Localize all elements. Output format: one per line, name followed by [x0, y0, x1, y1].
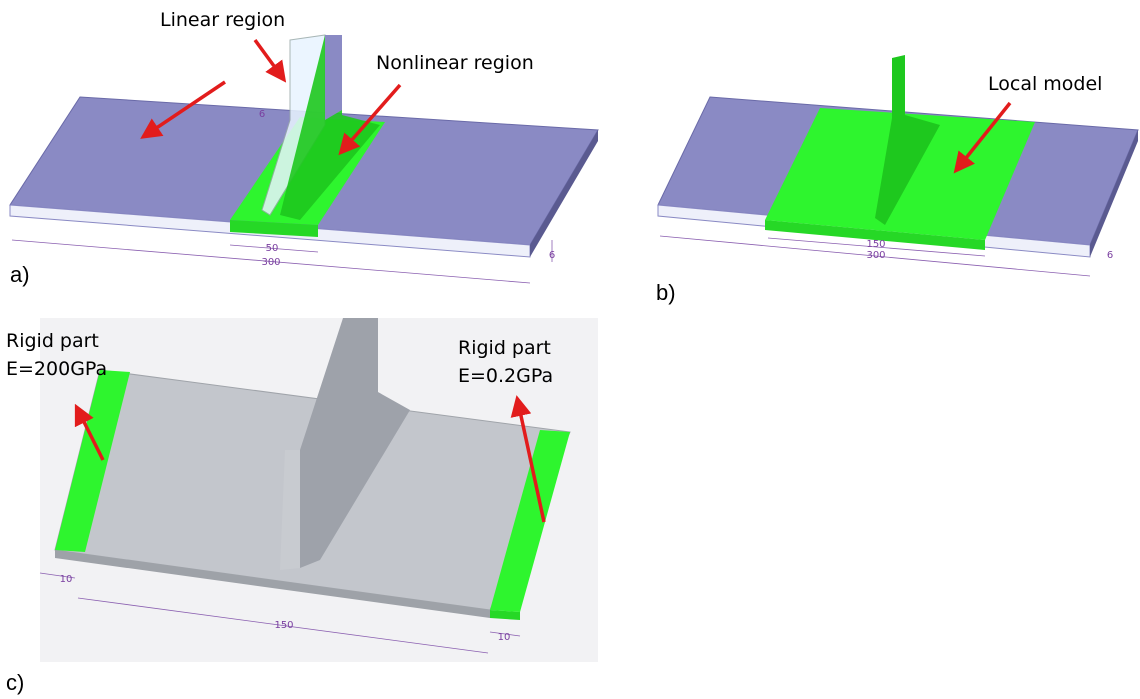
web-face [280, 450, 300, 570]
dimension: 10 [60, 574, 73, 585]
web [875, 55, 940, 225]
annotation: Linear region [160, 9, 285, 31]
arrow [953, 101, 1012, 174]
dimension: 6 [259, 109, 265, 120]
web [300, 318, 410, 568]
plate-side [1090, 130, 1138, 257]
dimension-line [767, 237, 986, 257]
dimension-line [77, 597, 489, 654]
annotation: Rigid part [458, 337, 551, 359]
dimension: 150 [866, 239, 885, 250]
dimension: 6 [549, 250, 555, 261]
annotation: Rigid part [6, 330, 99, 352]
plate-front [55, 550, 490, 618]
web-nonlinear [280, 35, 380, 220]
dimension-line [229, 244, 319, 253]
dimension-line [11, 239, 531, 284]
panel-label: c) [6, 670, 24, 695]
dimension: 300 [261, 257, 280, 268]
annotation: E=200GPa [6, 358, 107, 380]
dimension: 10 [498, 632, 511, 643]
panel-b: 150 300 6 Local model b) [656, 55, 1139, 305]
rigid-part-right [490, 430, 570, 612]
web-top [325, 35, 342, 120]
annotation: E=0.2GPa [458, 365, 553, 387]
dimension-line [489, 631, 521, 637]
arrow [338, 83, 402, 156]
annotation: Nonlinear region [376, 52, 534, 74]
annotation: Local model [988, 73, 1102, 95]
dimension: 50 [266, 243, 279, 254]
dimension: 6 [1107, 250, 1113, 261]
panel-label: b) [656, 280, 676, 305]
dimension-line [39, 572, 76, 579]
arrow [140, 80, 226, 139]
arrow [74, 403, 105, 461]
rigid-part-left [55, 370, 130, 552]
dimension: 150 [274, 620, 293, 631]
dimension-line [659, 235, 1091, 277]
panel-a: 50 300 6 6 Linear region Nonlinear regio… [9, 9, 599, 287]
plate-side [530, 130, 598, 257]
nonlinear-front [230, 220, 318, 237]
arrow [510, 395, 546, 523]
local-model-front [765, 220, 985, 250]
panel-c: 10 150 10 Rigid part E=200GPa Rigid part… [6, 318, 598, 695]
rigid-part-right-front [490, 610, 520, 620]
arrow [253, 38, 287, 83]
dimension: 300 [866, 250, 885, 261]
panel-label: a) [10, 262, 30, 287]
